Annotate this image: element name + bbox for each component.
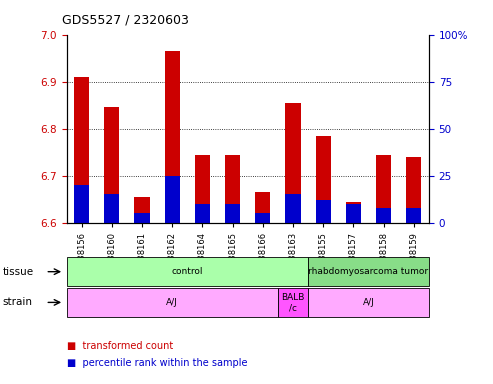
Bar: [135, 197, 149, 223]
Bar: [225, 204, 240, 223]
Bar: [74, 185, 89, 223]
Bar: [105, 195, 119, 223]
Bar: [285, 195, 301, 223]
Bar: [195, 204, 210, 223]
Bar: [406, 157, 422, 223]
Text: ■  transformed count: ■ transformed count: [67, 341, 173, 351]
Bar: [165, 176, 180, 223]
Text: strain: strain: [2, 297, 33, 308]
Bar: [74, 77, 89, 223]
Bar: [316, 136, 331, 223]
Bar: [165, 51, 180, 223]
Bar: [285, 103, 301, 223]
Bar: [195, 154, 210, 223]
Bar: [255, 192, 270, 223]
Text: tissue: tissue: [2, 266, 34, 277]
Text: rhabdomyosarcoma tumor: rhabdomyosarcoma tumor: [309, 267, 428, 276]
Bar: [346, 202, 361, 223]
Text: A/J: A/J: [166, 298, 178, 307]
Bar: [135, 214, 149, 223]
Text: ■  percentile rank within the sample: ■ percentile rank within the sample: [67, 358, 247, 368]
Bar: [376, 208, 391, 223]
Text: A/J: A/J: [363, 298, 374, 307]
Bar: [105, 108, 119, 223]
Bar: [316, 200, 331, 223]
Bar: [255, 214, 270, 223]
Bar: [225, 154, 240, 223]
Text: BALB
/c: BALB /c: [282, 293, 305, 312]
Text: control: control: [172, 267, 203, 276]
Bar: [376, 154, 391, 223]
Bar: [406, 208, 422, 223]
Text: GDS5527 / 2320603: GDS5527 / 2320603: [62, 14, 188, 27]
Bar: [346, 204, 361, 223]
